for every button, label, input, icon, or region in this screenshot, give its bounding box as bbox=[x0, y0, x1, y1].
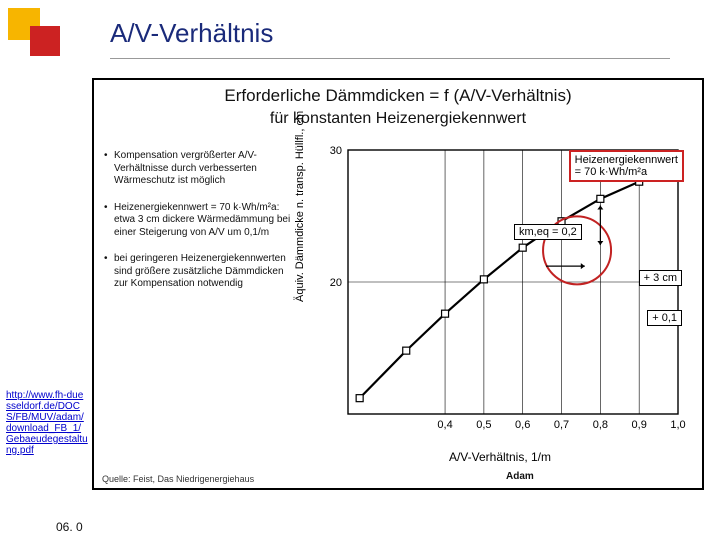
chart-svg: 0,4 0,5 0,6 0,7 0,8 0,9 1,0 20 30 bbox=[304, 142, 696, 462]
svg-text:0,8: 0,8 bbox=[593, 419, 608, 431]
svg-text:0,9: 0,9 bbox=[632, 419, 647, 431]
annot-plus3: + 3 cm bbox=[639, 270, 682, 286]
svg-text:0,7: 0,7 bbox=[554, 419, 569, 431]
bullet-list: •Kompensation vergrößerter A/V-Verhältni… bbox=[104, 150, 296, 305]
annot-plus01: + 0,1 bbox=[647, 310, 682, 326]
bullet-text: Heizenergiekennwert = 70 k·Wh/m²a: etwa … bbox=[114, 202, 296, 240]
annot-heizkennwert: Heizenergiekennwert = 70 k·Wh/m²a bbox=[569, 150, 684, 182]
svg-text:0,4: 0,4 bbox=[437, 419, 452, 431]
annot-text: Heizenergiekennwert = 70 k·Wh/m²a bbox=[575, 154, 678, 178]
chart-title-1: Erforderliche Dämmdicken = f (A/V-Verhäl… bbox=[94, 86, 702, 106]
bullet-item: •bei geringeren Heizenergiekennwerten si… bbox=[104, 253, 296, 291]
author-stub: Adam bbox=[506, 471, 534, 482]
bullet-item: •Kompensation vergrößerter A/V-Verhältni… bbox=[104, 150, 296, 188]
logo-block bbox=[8, 8, 64, 64]
x-axis-label: A/V-Verhältnis, 1/m bbox=[304, 450, 696, 464]
bullet-text: bei geringeren Heizenergiekennwerten sin… bbox=[114, 253, 296, 291]
svg-text:0,5: 0,5 bbox=[476, 419, 491, 431]
annot-km: km,eq = 0,2 bbox=[514, 224, 582, 240]
bullet-item: •Heizenergiekennwert = 70 k·Wh/m²a: etwa… bbox=[104, 202, 296, 240]
date-fragment: 06. 0 bbox=[56, 520, 83, 534]
svg-text:30: 30 bbox=[330, 145, 342, 157]
plot-area: Äquiv. Dämmdicke n. transp. Hüllfl., cm … bbox=[304, 142, 696, 462]
svg-text:0,6: 0,6 bbox=[515, 419, 530, 431]
title-underline bbox=[110, 58, 670, 59]
bullet-text: Kompensation vergrößerter A/V-Verhältnis… bbox=[114, 150, 296, 188]
chart-title-2: für konstanten Heizenergiekennwert bbox=[94, 110, 702, 128]
chart-frame: Erforderliche Dämmdicken = f (A/V-Verhäl… bbox=[92, 78, 704, 490]
logo-red-square bbox=[30, 26, 60, 56]
chart-source: Quelle: Feist, Das Niedrigenergiehaus bbox=[102, 474, 254, 484]
svg-text:20: 20 bbox=[330, 277, 342, 289]
source-link[interactable]: http://www.fh-duesseldorf.de/DOCS/FB/MUV… bbox=[6, 390, 88, 456]
svg-text:1,0: 1,0 bbox=[670, 419, 685, 431]
slide-title: A/V-Verhältnis bbox=[110, 18, 273, 49]
